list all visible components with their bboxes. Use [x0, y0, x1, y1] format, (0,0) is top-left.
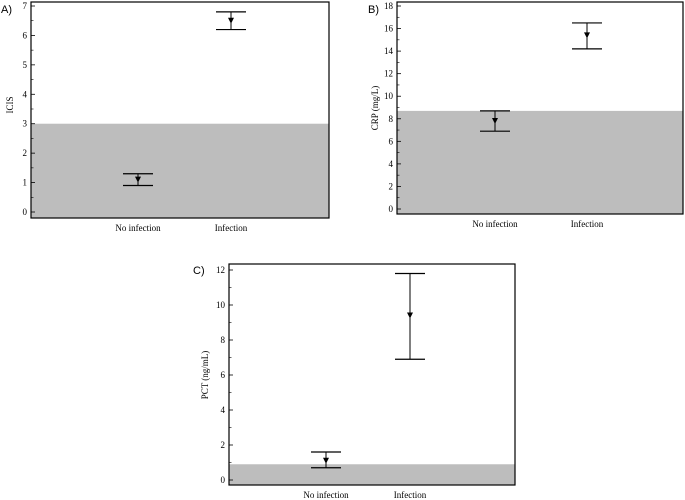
mean-marker	[135, 176, 141, 183]
y-tick-label: 18	[384, 1, 394, 11]
reference-band	[31, 123, 329, 218]
y-tick-label: 5	[23, 60, 28, 70]
y-tick-label: 2	[221, 440, 226, 450]
y-axis-label: PCT (ng/mL)	[200, 351, 210, 400]
y-tick-label: 6	[221, 370, 226, 380]
panel-b-chart: 0 2 4 6 8 10 12 14 16 18 No infection Infection CRP …	[368, 1, 684, 229]
y-tick-label: 4	[221, 405, 226, 415]
x-category-label: Infection	[215, 223, 248, 233]
y-tick-label: 8	[389, 114, 394, 124]
x-category-label: Infection	[571, 219, 604, 229]
x-category-label: No infection	[303, 490, 349, 500]
y-tick-label: 0	[221, 475, 226, 485]
reference-band	[397, 110, 683, 214]
mean-marker	[584, 32, 590, 39]
mean-marker	[492, 118, 498, 125]
y-tick-label: 10	[216, 300, 226, 310]
y-tick-label: 2	[23, 148, 28, 158]
y-tick-label: 0	[389, 204, 394, 214]
y-tick-label: 8	[221, 335, 226, 345]
y-tick-label: 2	[389, 181, 394, 191]
y-tick-label: 0	[23, 207, 28, 217]
y-tick-label: 4	[389, 159, 394, 169]
plot-frame	[30, 1, 330, 219]
y-axis-label: ICIS	[5, 96, 15, 113]
panel-letter: A)	[1, 4, 12, 16]
panel-c-chart: 0 2 4 6 8 10 12 No infection Infection PCT (ng/mL…	[193, 263, 516, 500]
y-tick-label: 16	[384, 24, 394, 34]
plot-frame	[396, 1, 684, 215]
mean-marker	[407, 312, 413, 319]
y-tick-label: 12	[216, 265, 225, 275]
panel-a-chart: 0 1 2 3 4 5 6 7 No infection Infection ICIS A)	[1, 1, 330, 233]
y-tick-label: 6	[389, 136, 394, 146]
y-tick-label: 7	[23, 1, 28, 11]
y-tick-label: 1	[23, 178, 28, 188]
reference-band	[229, 464, 515, 485]
y-tick-label: 12	[384, 69, 393, 79]
x-category-label: Infection	[394, 490, 427, 500]
mean-marker	[323, 457, 329, 464]
mean-marker	[228, 17, 234, 24]
y-tick-label: 6	[23, 30, 28, 40]
y-axis-label: CRP (mg/L)	[370, 86, 380, 130]
y-tick-label: 4	[23, 89, 28, 99]
x-category-label: No infection	[115, 223, 161, 233]
y-tick-label: 14	[384, 46, 394, 56]
x-category-label: No infection	[472, 219, 518, 229]
plot-frame	[228, 263, 516, 486]
y-tick-label: 10	[384, 91, 394, 101]
panel-letter: C)	[193, 265, 205, 277]
panel-letter: B)	[368, 4, 379, 16]
y-tick-label: 3	[23, 119, 28, 129]
